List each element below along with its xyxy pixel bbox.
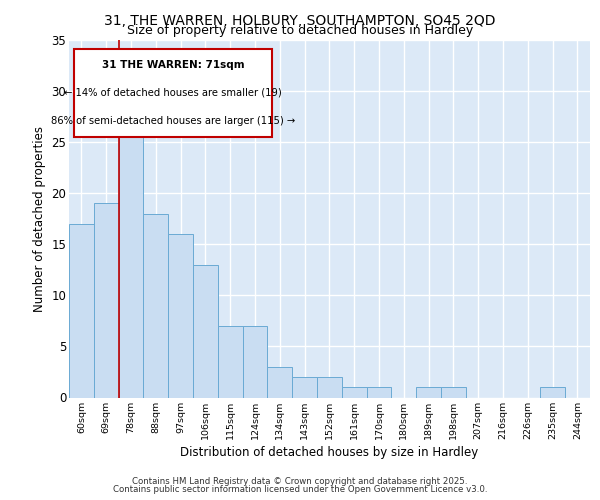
Bar (119, 132, 143, 398)
Bar (143, 214, 168, 398)
Text: Contains public sector information licensed under the Open Government Licence v3: Contains public sector information licen… (113, 485, 487, 494)
Bar (367, 388, 391, 398)
Text: Size of property relative to detached houses in Hardley: Size of property relative to detached ho… (127, 24, 473, 37)
Text: 31 THE WARREN: 71sqm: 31 THE WARREN: 71sqm (102, 60, 244, 70)
Text: ← 14% of detached houses are smaller (19): ← 14% of detached houses are smaller (19… (64, 88, 282, 98)
Bar (416, 388, 441, 398)
Bar (292, 377, 317, 398)
Bar (242, 326, 268, 398)
Bar (342, 388, 367, 398)
Text: Contains HM Land Registry data © Crown copyright and database right 2025.: Contains HM Land Registry data © Crown c… (132, 477, 468, 486)
Text: 86% of semi-detached houses are larger (115) →: 86% of semi-detached houses are larger (… (51, 116, 295, 126)
Bar (441, 388, 466, 398)
Bar (69, 224, 94, 398)
Bar (218, 326, 242, 398)
Bar (94, 204, 119, 398)
Text: 31, THE WARREN, HOLBURY, SOUTHAMPTON, SO45 2QD: 31, THE WARREN, HOLBURY, SOUTHAMPTON, SO… (104, 14, 496, 28)
Bar (168, 234, 193, 398)
Bar (193, 264, 218, 398)
X-axis label: Distribution of detached houses by size in Hardley: Distribution of detached houses by size … (180, 446, 479, 458)
Bar (540, 388, 565, 398)
Bar (268, 367, 292, 398)
FancyBboxPatch shape (74, 49, 272, 136)
Y-axis label: Number of detached properties: Number of detached properties (33, 126, 46, 312)
Bar (317, 377, 342, 398)
